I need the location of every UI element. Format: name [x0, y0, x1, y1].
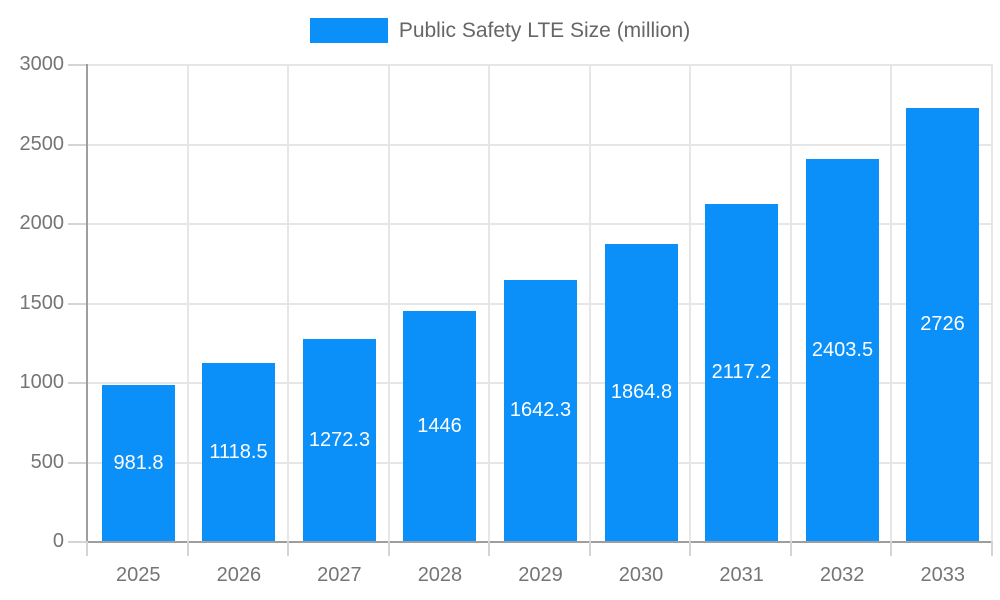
x-axis-tick: [991, 541, 993, 556]
x-gridline: [991, 64, 993, 541]
y-axis-tick: [68, 461, 86, 464]
bar-value-label: 1446: [417, 414, 462, 437]
y-axis-tick-label: 1000: [19, 371, 65, 393]
y-axis-tick: [68, 223, 86, 225]
y-axis-tick-label: 1500: [19, 291, 65, 314]
x-gridline: [186, 64, 189, 541]
x-gridline: [588, 64, 591, 541]
y-axis-tick: [68, 302, 86, 305]
x-gridline: [488, 64, 491, 541]
x-axis-tick: [588, 541, 591, 556]
x-axis-tick: [287, 541, 290, 556]
x-axis-tick: [890, 541, 893, 556]
bar[interactable]: 2117.2: [705, 204, 778, 541]
x-axis-tick: [387, 541, 390, 556]
x-axis-tick: [488, 541, 491, 556]
bar-value-label: 1864.8: [610, 381, 673, 403]
y-axis-tick-label: 500: [30, 450, 64, 473]
x-axis-tick-label: 2030: [618, 564, 664, 586]
y-gridline: [88, 143, 993, 146]
x-axis-tick: [789, 541, 792, 556]
bar-value-label: 2726: [920, 313, 965, 335]
x-axis-tick: [186, 541, 189, 556]
y-axis-tick-label: 0: [52, 530, 64, 552]
plot-area: 981.8 1118.5 1272.3 1446 1642.3 1864.8 2117.2 2…: [86, 64, 993, 543]
x-axis-tick-label: 2031: [719, 564, 764, 586]
x-axis-tick-label: 2027: [317, 564, 362, 586]
x-gridline: [890, 64, 893, 541]
y-axis-tick: [68, 382, 86, 384]
y-axis-tick-label: 3000: [19, 53, 65, 75]
bar[interactable]: 1642.3: [504, 280, 577, 541]
bar[interactable]: 1864.8: [605, 244, 678, 541]
legend-label: Public Safety LTE Size (million): [398, 19, 691, 42]
x-axis-tick-label: 2032: [819, 564, 865, 586]
bar[interactable]: 981.8: [102, 385, 175, 541]
x-axis-line: [86, 541, 993, 543]
legend[interactable]: Public Safety LTE Size (million): [0, 18, 1000, 43]
y-axis-tick-label: 2500: [19, 132, 65, 155]
x-axis-tick-label: 2026: [216, 564, 262, 586]
y-axis-tick: [68, 143, 86, 146]
x-axis-tick-label: 2025: [116, 564, 161, 586]
bar-value-label: 1272.3: [308, 428, 371, 451]
x-axis-tick-label: 2033: [920, 564, 965, 586]
bar-value-label: 981.8: [113, 451, 164, 474]
x-gridline: [789, 64, 792, 541]
bar[interactable]: 2726: [906, 108, 979, 541]
bar-value-label: 1118.5: [209, 440, 268, 463]
y-axis-line: [86, 64, 88, 541]
x-gridline: [689, 64, 692, 541]
bar[interactable]: 1118.5: [202, 363, 275, 541]
x-axis-tick: [689, 541, 692, 556]
x-gridline: [387, 64, 390, 541]
legend-swatch: [309, 18, 388, 43]
y-axis-tick-label: 2000: [19, 212, 65, 234]
bar-value-label: 1642.3: [509, 399, 572, 421]
x-gridline: [287, 64, 290, 541]
x-axis-tick-label: 2029: [518, 564, 563, 586]
bar[interactable]: 1446: [403, 311, 476, 541]
bar[interactable]: 1272.3: [303, 339, 376, 541]
y-axis-tick: [68, 64, 86, 66]
bar-value-label: 2403.5: [811, 338, 874, 361]
y-gridline: [88, 223, 993, 225]
y-axis-tick: [68, 541, 86, 543]
y-gridline: [88, 64, 993, 66]
x-axis-tick: [86, 541, 88, 556]
bar-value-label: 2117.2: [711, 361, 772, 383]
bar[interactable]: 2403.5: [806, 159, 879, 541]
x-axis-tick-label: 2028: [417, 564, 463, 586]
